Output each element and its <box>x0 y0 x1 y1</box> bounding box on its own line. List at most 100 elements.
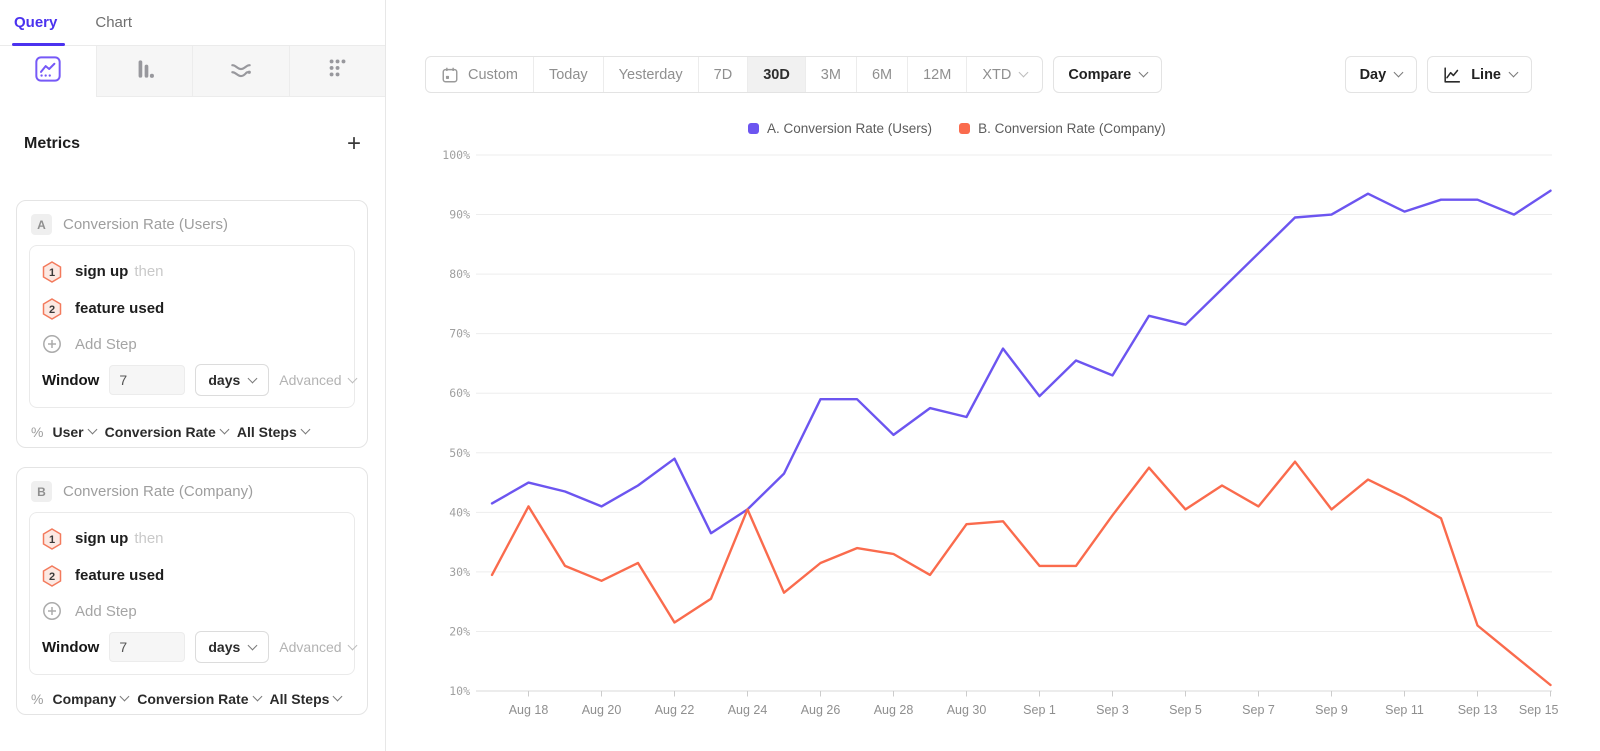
granularity-button[interactable]: Day <box>1344 56 1418 93</box>
plus-circle-icon <box>43 602 61 620</box>
window-unit-select[interactable]: days <box>195 364 270 396</box>
chevron-down-icon <box>119 691 130 702</box>
metric-card-b-header[interactable]: B Conversion Rate (Company) <box>17 468 367 512</box>
chevron-down-icon <box>332 691 343 702</box>
svg-text:80%: 80% <box>449 267 470 281</box>
legend-item-a[interactable]: A. Conversion Rate (Users) <box>748 121 932 136</box>
chevron-down-icon <box>87 424 98 435</box>
steps-select[interactable]: All Steps <box>237 424 311 440</box>
svg-text:100%: 100% <box>442 148 470 162</box>
window-unit-select[interactable]: days <box>195 631 270 663</box>
add-step-button[interactable]: Add Step <box>42 594 342 628</box>
chevron-down-icon <box>252 691 262 702</box>
chevron-down-icon <box>1138 67 1149 78</box>
svg-text:Sep 13: Sep 13 <box>1458 703 1498 717</box>
compare-label: Compare <box>1068 66 1132 83</box>
tab-query[interactable]: Query <box>11 0 66 46</box>
step-then-label: then <box>134 529 164 547</box>
advanced-toggle[interactable]: Advanced <box>279 372 358 388</box>
step-number-hexagon-icon: 1 <box>42 260 62 283</box>
chart-type-scatter-button[interactable] <box>288 46 385 97</box>
metric-badge-b: B <box>31 481 52 502</box>
svg-text:Aug 28: Aug 28 <box>874 703 914 717</box>
add-metric-button[interactable]: + <box>346 130 361 157</box>
metric-card-a-header[interactable]: A Conversion Rate (Users) <box>17 201 367 245</box>
calendar-icon <box>442 67 458 82</box>
metrics-header: Metrics + <box>24 130 361 157</box>
step-number-hexagon-icon: 2 <box>42 564 62 587</box>
svg-text:10%: 10% <box>449 684 470 698</box>
flow-chart-icon <box>228 56 254 87</box>
svg-text:Sep 7: Sep 7 <box>1242 703 1275 717</box>
window-value-input[interactable] <box>109 632 186 662</box>
chevron-down-icon <box>1393 67 1404 78</box>
metric-title-b: Conversion Rate (Company) <box>63 483 254 500</box>
range-yesterday-button[interactable]: Yesterday <box>602 57 698 92</box>
metric-select[interactable]: Conversion Rate <box>137 691 262 707</box>
chevron-down-icon <box>247 373 258 383</box>
metrics-title: Metrics <box>24 135 81 152</box>
line-chart-icon <box>34 55 62 88</box>
chevron-down-icon <box>347 640 358 650</box>
conversion-line-chart[interactable]: 100% 90% 80% 70% 60% 50% 40% 30% 20% 10% Aug 18 Aug… <box>440 145 1560 725</box>
window-value-input[interactable] <box>109 365 186 395</box>
step-event-name: feature used <box>75 567 165 584</box>
legend-swatch <box>959 123 971 134</box>
svg-text:Sep 5: Sep 5 <box>1169 703 1202 717</box>
funnel-step-1[interactable]: 1 sign up then <box>42 520 342 557</box>
legend-item-b[interactable]: B. Conversion Rate (Company) <box>959 121 1166 136</box>
advanced-toggle[interactable]: Advanced <box>279 639 358 655</box>
advanced-label: Advanced <box>279 639 342 655</box>
line-chart-icon <box>1444 66 1461 83</box>
sidebar-tabbar: Query Chart <box>0 0 385 46</box>
tab-chart[interactable]: Chart <box>95 0 132 46</box>
chart-type-bar-button[interactable] <box>95 46 192 97</box>
range-custom-button[interactable]: Custom <box>426 57 533 92</box>
range-30d-button[interactable]: 30D <box>747 57 805 92</box>
chart-panel: Custom Today Yesterday 7D 30D 3M 6M 12M … <box>386 0 1600 751</box>
measure-row-b: % Company Conversion Rate All Steps <box>17 675 367 722</box>
range-7d-button[interactable]: 7D <box>697 57 748 92</box>
compare-button[interactable]: Compare <box>1053 56 1163 93</box>
chart-type-flow-button[interactable] <box>192 46 289 97</box>
svg-text:20%: 20% <box>449 624 470 638</box>
range-xtd-button[interactable]: XTD <box>966 57 1042 92</box>
funnel-steps-b: 1 sign up then 2 feature used Add Step Wi… <box>29 512 358 675</box>
svg-text:30%: 30% <box>449 565 470 579</box>
chart-type-button[interactable]: Line <box>1427 56 1532 93</box>
chevron-down-icon <box>1508 67 1519 78</box>
chart-controls: Day Line <box>1344 56 1532 93</box>
query-sidebar: Query Chart <box>0 0 386 751</box>
step-event-name: sign up <box>75 262 129 280</box>
chart-type-label: Line <box>1471 66 1501 83</box>
bar-chart-icon <box>131 56 157 87</box>
add-step-button[interactable]: Add Step <box>42 327 342 361</box>
steps-select[interactable]: All Steps <box>270 691 343 707</box>
legend-label: B. Conversion Rate (Company) <box>978 121 1166 136</box>
svg-text:1: 1 <box>49 534 55 546</box>
step-event-name: feature used <box>75 300 165 317</box>
range-12m-button[interactable]: 12M <box>907 57 966 92</box>
range-today-button[interactable]: Today <box>532 57 603 92</box>
window-label: Window <box>42 371 100 389</box>
funnel-step-2[interactable]: 2 feature used <box>42 557 342 594</box>
metric-title-a: Conversion Rate (Users) <box>63 216 229 233</box>
add-step-label: Add Step <box>75 602 137 620</box>
svg-text:Sep 15: Sep 15 <box>1519 703 1559 717</box>
scatter-chart-icon <box>324 56 350 87</box>
metric-select[interactable]: Conversion Rate <box>105 424 230 440</box>
range-3m-button[interactable]: 3M <box>804 57 856 92</box>
entity-select[interactable]: Company <box>52 691 130 707</box>
range-6m-button[interactable]: 6M <box>855 57 907 92</box>
conversion-window-row: Window days Advanced <box>42 364 358 396</box>
add-step-label: Add Step <box>75 335 137 353</box>
funnel-step-2[interactable]: 2 feature used <box>42 290 342 327</box>
entity-select[interactable]: User <box>52 424 98 440</box>
funnel-step-1[interactable]: 1 sign up then <box>42 253 342 290</box>
chart-legend: A. Conversion Rate (Users) B. Conversion … <box>748 121 1166 136</box>
tab-query-label: Query <box>14 14 58 31</box>
chart-type-line-button[interactable] <box>0 46 96 97</box>
svg-text:Aug 26: Aug 26 <box>801 703 841 717</box>
window-unit-label: days <box>208 639 241 655</box>
svg-text:Sep 11: Sep 11 <box>1385 703 1424 717</box>
